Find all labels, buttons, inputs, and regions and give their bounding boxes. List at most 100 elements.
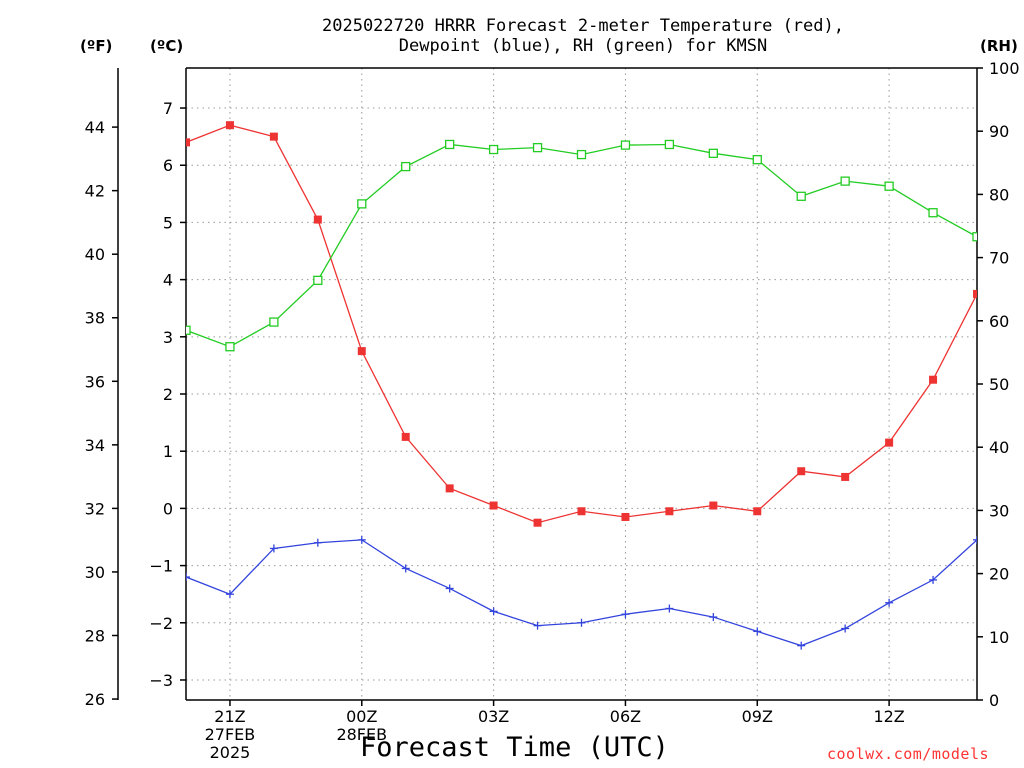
fahrenheit-tick-label: 26 <box>85 690 105 709</box>
temperature-point <box>186 138 190 147</box>
x-tick-label: 28FEB <box>336 725 387 744</box>
dewpoint-point <box>709 613 718 622</box>
rh-tick-label: 60 <box>989 312 1009 331</box>
rh-point <box>313 275 323 286</box>
temperature-point <box>577 507 586 516</box>
rh-point <box>401 161 411 172</box>
dewpoint-point <box>313 538 322 547</box>
dewpoint-point <box>973 535 977 544</box>
celsius-tick-label: 5 <box>163 213 173 232</box>
rh-point <box>532 142 543 153</box>
dewpoint-point <box>929 575 938 584</box>
dewpoint-point <box>797 641 806 650</box>
dewpoint-point <box>841 624 850 633</box>
fahrenheit-tick-label: 44 <box>85 118 105 137</box>
rh-point <box>796 191 806 201</box>
rh-point <box>357 199 367 209</box>
celsius-tick-label: 1 <box>163 442 173 461</box>
rh-tick-label: 10 <box>989 628 1009 647</box>
rh-tick-label: 30 <box>989 501 1009 520</box>
x-tick-label: 2025 <box>210 743 251 762</box>
rh-tick-label: 90 <box>989 122 1009 141</box>
celsius-tick-label: 6 <box>163 156 173 175</box>
temperature-point <box>665 507 674 516</box>
temperature-point <box>489 501 498 510</box>
rh-axis-unit: (RH) <box>980 37 1018 55</box>
temperature-point <box>269 132 278 141</box>
temperature-point <box>357 347 366 356</box>
rh-line <box>186 143 977 348</box>
celsius-tick-label: −2 <box>149 614 173 633</box>
data-series <box>186 121 977 650</box>
tick-labels: −3−2−10123456726283032343638404244010203… <box>85 59 1020 762</box>
fahrenheit-tick-label: 36 <box>85 372 105 391</box>
fahrenheit-tick-label: 34 <box>85 436 105 455</box>
temperature-point <box>709 501 718 510</box>
dewpoint-point <box>489 607 498 616</box>
source-credit[interactable]: coolwx.com/models <box>827 745 990 763</box>
x-tick-label: 03Z <box>478 707 509 726</box>
temperature-point <box>973 289 977 298</box>
x-tick-label: 27FEB <box>205 725 256 744</box>
rh-point <box>972 232 977 242</box>
rh-tick-label: 40 <box>989 438 1009 457</box>
dewpoint-point <box>186 573 190 582</box>
x-tick-label: 09Z <box>742 707 773 726</box>
temperature-point <box>533 518 542 527</box>
rh-point <box>752 154 762 165</box>
temperature-point <box>621 512 630 521</box>
fahrenheit-tick-label: 40 <box>85 245 105 264</box>
fahrenheit-tick-label: 42 <box>85 182 105 201</box>
temperature-point <box>885 438 894 447</box>
rh-point <box>445 139 455 150</box>
chart-axes <box>112 67 983 706</box>
x-tick-label: 06Z <box>610 707 641 726</box>
dewpoint-line <box>186 539 977 647</box>
dewpoint-point <box>445 584 454 593</box>
temperature-point <box>753 507 762 516</box>
temperature-point <box>929 375 938 384</box>
rh-point <box>664 139 675 150</box>
rh-tick-label: 100 <box>989 59 1020 78</box>
rh-point <box>488 144 499 155</box>
rh-point <box>186 325 191 335</box>
rh-tick-label: 50 <box>989 375 1009 394</box>
rh-point <box>840 176 850 186</box>
temperature-point <box>797 467 806 476</box>
dewpoint-point <box>357 535 366 544</box>
temperature-point <box>841 472 850 481</box>
dewpoint-point <box>401 564 410 573</box>
x-tick-label: 12Z <box>873 707 904 726</box>
fahrenheit-tick-label: 28 <box>85 626 105 645</box>
celsius-tick-label: 3 <box>163 328 173 347</box>
chart-title-line2: Dewpoint (blue), RH (green) for KMSN <box>398 36 768 56</box>
rh-tick-label: 20 <box>989 565 1009 584</box>
x-axis-label: Forecast Time (UTC) <box>360 732 669 763</box>
celsius-axis-unit: (ºC) <box>150 37 184 55</box>
x-tick-label: 00Z <box>346 707 377 726</box>
chart-title-line1: 2025022720 HRRR Forecast 2-meter Tempera… <box>322 16 844 36</box>
x-tick-label: 21Z <box>214 707 245 726</box>
rh-point <box>576 149 587 160</box>
dewpoint-point <box>577 618 586 627</box>
dewpoint-point <box>533 621 542 630</box>
dewpoint-point <box>665 604 674 613</box>
celsius-tick-label: 2 <box>163 385 173 404</box>
grid-lines <box>186 68 977 700</box>
temperature-point <box>445 484 454 493</box>
celsius-tick-label: 7 <box>163 99 173 118</box>
celsius-tick-label: −1 <box>149 557 173 576</box>
rh-point <box>708 148 718 158</box>
temperature-line <box>186 124 977 524</box>
rh-point <box>269 317 279 327</box>
rh-tick-label: 80 <box>989 185 1009 204</box>
celsius-tick-label: 4 <box>163 271 173 290</box>
fahrenheit-axis-unit: (ºF) <box>80 37 113 55</box>
rh-point <box>928 208 938 218</box>
rh-point <box>884 181 894 191</box>
rh-tick-label: 70 <box>989 249 1009 268</box>
dewpoint-point <box>885 598 894 607</box>
celsius-tick-label: −3 <box>149 671 173 690</box>
dewpoint-point <box>621 610 630 619</box>
